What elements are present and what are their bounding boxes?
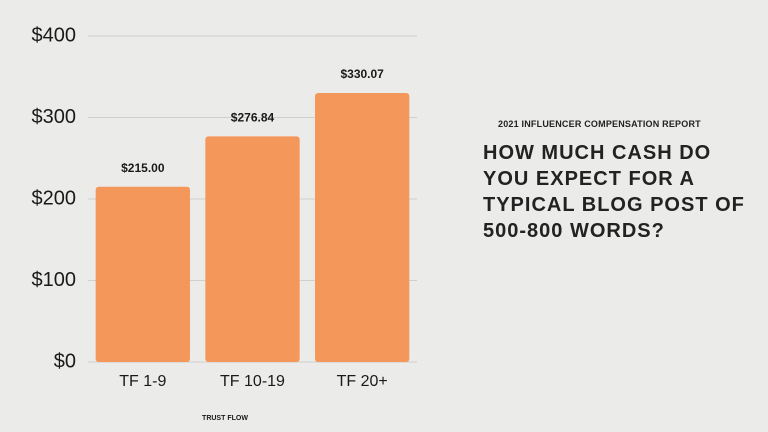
chart-subtitle: 2021 INFLUENCER COMPENSATION REPORT — [498, 119, 701, 129]
chart-title: HOW MUCH CASH DO YOU EXPECT FOR A TYPICA… — [483, 142, 745, 242]
x-tick-label: TF 10-19 — [220, 373, 285, 390]
y-tick-label: $300 — [32, 106, 77, 128]
x-tick-label: TF 1-9 — [119, 373, 166, 390]
y-tick-label: $200 — [32, 187, 77, 209]
value-label: $330.07 — [340, 67, 384, 81]
bar — [315, 92, 410, 362]
y-tick-label: $400 — [32, 24, 77, 46]
value-label: $215.00 — [121, 161, 165, 175]
x-tick-label: TF 20+ — [337, 373, 388, 390]
value-label: $276.84 — [231, 111, 275, 125]
y-tick-label: $0 — [54, 350, 76, 372]
bar — [205, 136, 300, 362]
y-tick-label: $100 — [32, 269, 77, 291]
bar — [95, 186, 190, 362]
x-axis-label: TRUST FLOW — [202, 415, 248, 422]
